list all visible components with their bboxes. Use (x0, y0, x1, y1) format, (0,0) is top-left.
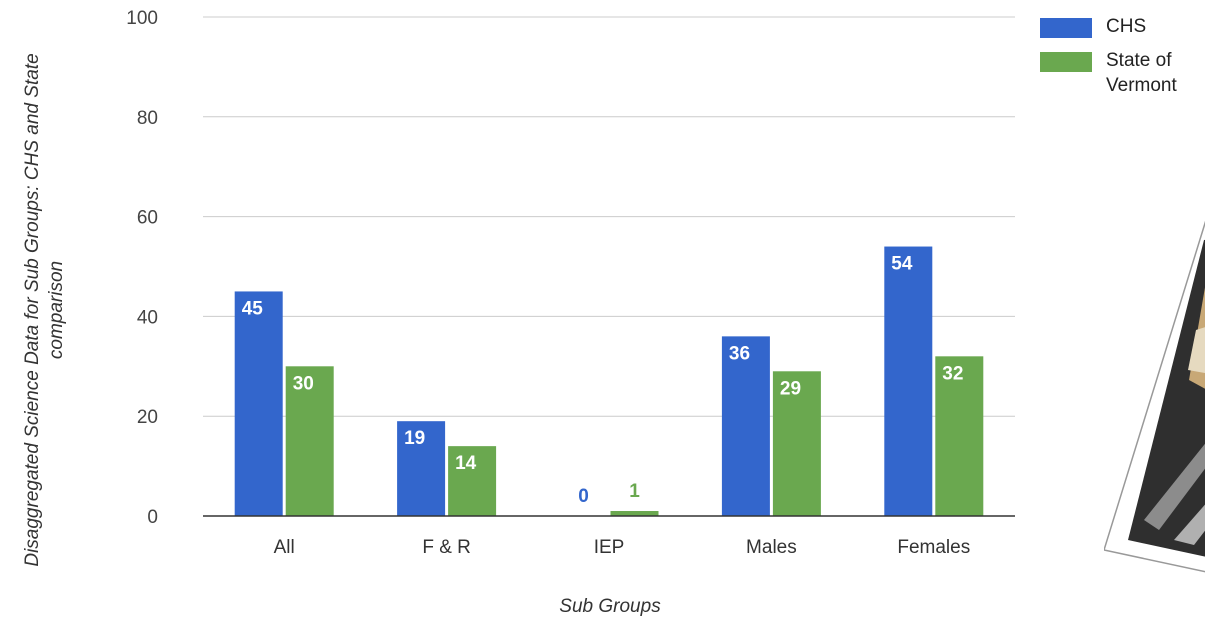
bar (721, 336, 770, 516)
data-label: 0 (578, 486, 589, 507)
y-axis-title: Disaggregated Science Data for Sub Group… (22, 53, 67, 567)
bar (772, 371, 821, 516)
x-tick-label: F & R (422, 537, 471, 558)
y-tick-label: 100 (126, 8, 158, 29)
x-tick-label: Females (897, 537, 970, 558)
y-tick-label: 20 (137, 407, 158, 428)
bar (935, 356, 984, 516)
bar (610, 511, 659, 516)
data-label: 19 (404, 428, 425, 449)
bar (448, 446, 497, 516)
legend-swatch-chs (1040, 18, 1092, 38)
legend-label-vermont-line2: Vermont (1106, 75, 1177, 96)
y-tick-label: 60 (137, 208, 158, 229)
data-label: 36 (729, 343, 750, 364)
x-tick-label: IEP (594, 537, 625, 558)
legend-label-vermont-line1: State of (1106, 50, 1172, 71)
data-label: 45 (242, 298, 264, 319)
data-label: 14 (455, 453, 477, 474)
data-label: 30 (293, 373, 314, 394)
legend-swatch-vermont (1040, 52, 1092, 72)
bar (285, 366, 334, 516)
data-label: 32 (942, 363, 963, 384)
bar (397, 421, 446, 516)
data-label: 54 (891, 254, 913, 275)
x-axis-title: Sub Groups (559, 596, 661, 617)
x-tick-label: Males (746, 537, 797, 558)
legend-label-vermont: State of Vermont (1106, 48, 1205, 98)
bar-chart: 0 20 40 60 80 100 45 30 All 19 14 F & R 0 1 IEP 36 29 Mal… (126, 8, 1015, 558)
y-tick-label: 80 (137, 108, 158, 129)
x-tick-label: All (274, 537, 295, 558)
bar (234, 291, 283, 516)
data-label: 1 (629, 481, 640, 502)
legend-item-vermont: State of Vermont (1040, 44, 1205, 96)
y-axis-title-wrap: Disaggregated Science Data for Sub Group… (0, 30, 90, 590)
legend-item-chs: CHS (1040, 10, 1205, 44)
data-label: 29 (780, 378, 801, 399)
y-tick-label: 0 (147, 507, 158, 528)
legend: CHS State of Vermont (1040, 10, 1205, 96)
bar (884, 246, 933, 517)
legend-label-chs: CHS (1106, 16, 1147, 37)
y-tick-label: 40 (137, 307, 158, 328)
photo-thumbnail (1104, 220, 1205, 573)
